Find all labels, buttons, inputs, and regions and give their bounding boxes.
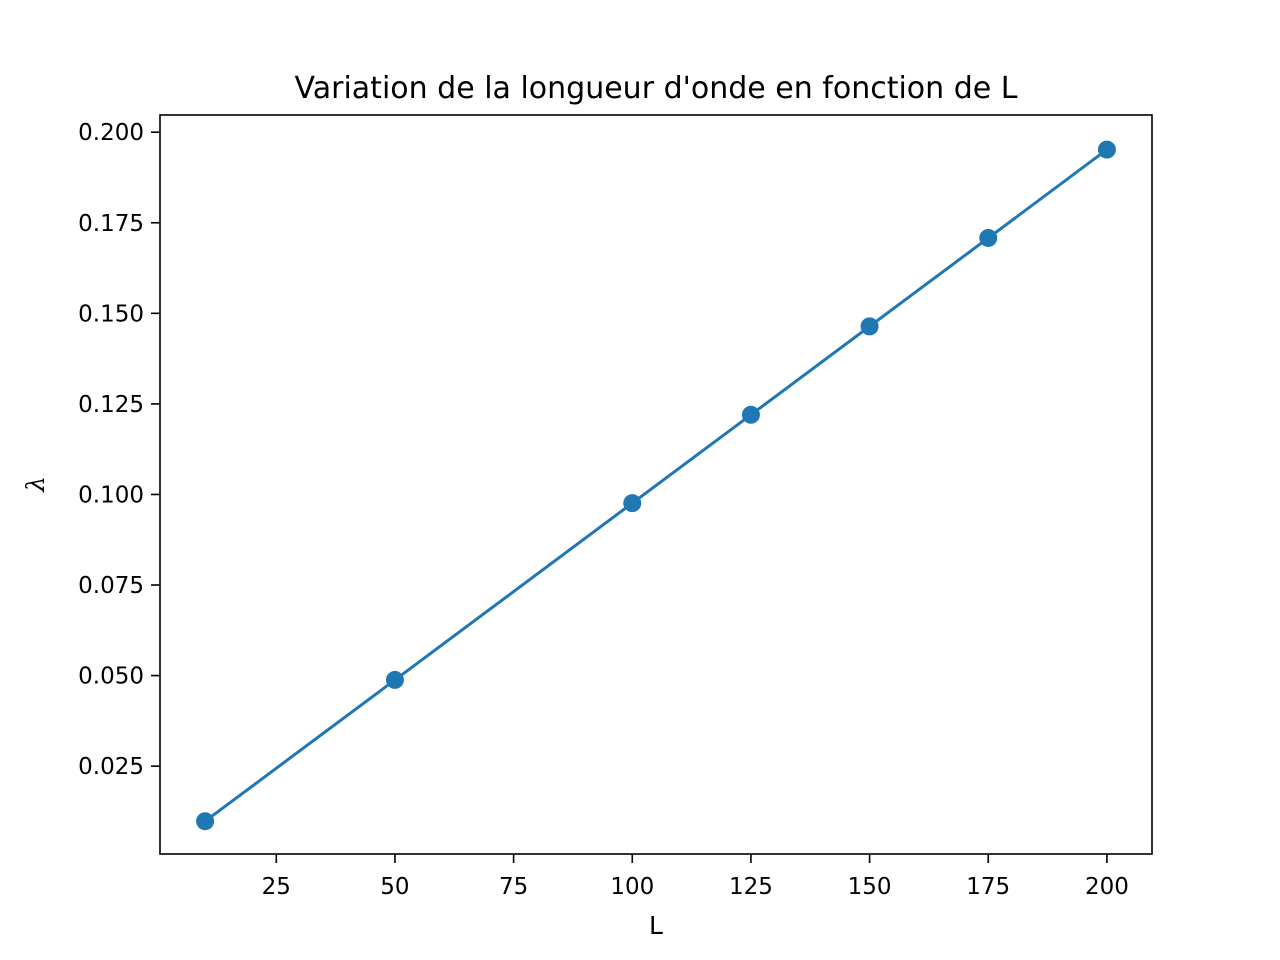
data-point: [1097, 140, 1116, 159]
y-tick-label: 0.175: [78, 211, 144, 237]
chart-title: Variation de la longueur d'onde en fonct…: [295, 71, 1018, 106]
x-tick-label: 125: [729, 874, 773, 900]
y-tick-label: 0.075: [78, 573, 144, 599]
x-tick-label: 75: [499, 874, 528, 900]
data-point: [196, 812, 215, 831]
x-tick-label: 175: [966, 874, 1010, 900]
data-point: [860, 317, 879, 336]
axes-frame: [159, 114, 1153, 855]
y-axis: 0.025 0.050 0.075 0.100 0.125 0.150 0.175 0.200: [78, 120, 160, 780]
y-tick-label: 0.050: [78, 664, 144, 690]
y-axis-label: λ: [21, 476, 50, 493]
x-tick-label: 50: [380, 874, 409, 900]
x-tick-label: 150: [848, 874, 892, 900]
data-point: [623, 494, 642, 513]
x-tick-label: 25: [262, 874, 291, 900]
y-tick-label: 0.200: [78, 120, 144, 146]
data-point: [979, 228, 998, 247]
y-tick-label: 0.100: [78, 482, 144, 508]
x-axis: 25 50 75 100 125 150 175 200: [262, 854, 1129, 900]
y-tick-label: 0.025: [78, 754, 144, 780]
x-tick-label: 200: [1085, 874, 1129, 900]
y-tick-label: 0.125: [78, 392, 144, 418]
y-tick-label: 0.150: [78, 301, 144, 327]
data-point: [741, 405, 760, 424]
x-axis-label: L: [649, 911, 663, 940]
x-tick-label: 100: [610, 874, 654, 900]
plot-area: [196, 140, 1116, 831]
data-point: [385, 670, 404, 689]
